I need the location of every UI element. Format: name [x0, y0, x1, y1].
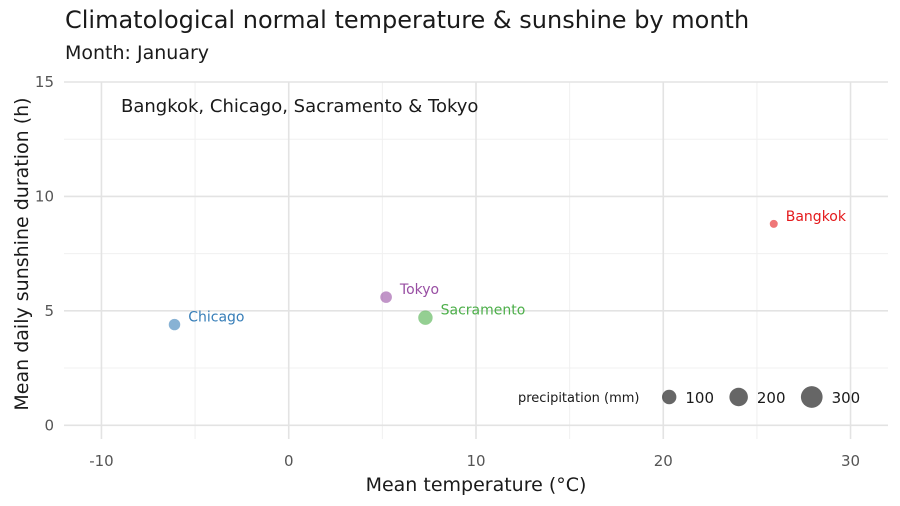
- legend-key-100: [662, 389, 677, 405]
- chart-annotation: Bangkok, Chicago, Sacramento & Tokyo: [121, 96, 478, 117]
- x-tick-label: 20: [654, 452, 673, 470]
- point-chicago: [168, 318, 181, 331]
- size-legend: precipitation (mm) 100 200 300: [518, 386, 860, 408]
- point-tokyo: [380, 291, 392, 303]
- y-tick-label: 5: [44, 302, 54, 320]
- x-tick-label: 10: [466, 452, 485, 470]
- y-axis-ticks: 0 5 10 15: [35, 73, 54, 434]
- point-label-tokyo: Tokyo: [399, 282, 439, 298]
- point-bangkok: [769, 219, 778, 228]
- y-tick-label: 0: [44, 416, 54, 434]
- point-sacramento: [418, 310, 433, 325]
- y-axis-title: Mean daily sunshine duration (h): [11, 97, 33, 410]
- x-tick-label: -10: [89, 452, 114, 470]
- point-label-chicago: Chicago: [188, 310, 244, 326]
- y-tick-label: 10: [35, 187, 54, 205]
- chart-title: Climatological normal temperature & suns…: [65, 6, 750, 34]
- legend-label-200: 200: [757, 389, 786, 407]
- grid-lines: [64, 81, 888, 439]
- legend-key-300: [800, 386, 823, 408]
- x-tick-label: 30: [841, 452, 860, 470]
- x-axis-title: Mean temperature (°C): [366, 474, 587, 496]
- data-points: [168, 219, 778, 331]
- legend-label-100: 100: [685, 389, 714, 407]
- chart-subtitle: Month: January: [65, 42, 210, 64]
- point-label-sacramento: Sacramento: [441, 303, 526, 319]
- y-tick-label: 15: [35, 73, 54, 91]
- size-legend-title: precipitation (mm): [518, 391, 640, 406]
- legend-key-200: [729, 387, 748, 407]
- x-tick-label: 0: [284, 452, 294, 470]
- x-axis-ticks: -10 0 10 20 30: [89, 452, 860, 470]
- legend-label-300: 300: [832, 389, 861, 407]
- point-label-bangkok: Bangkok: [786, 209, 847, 225]
